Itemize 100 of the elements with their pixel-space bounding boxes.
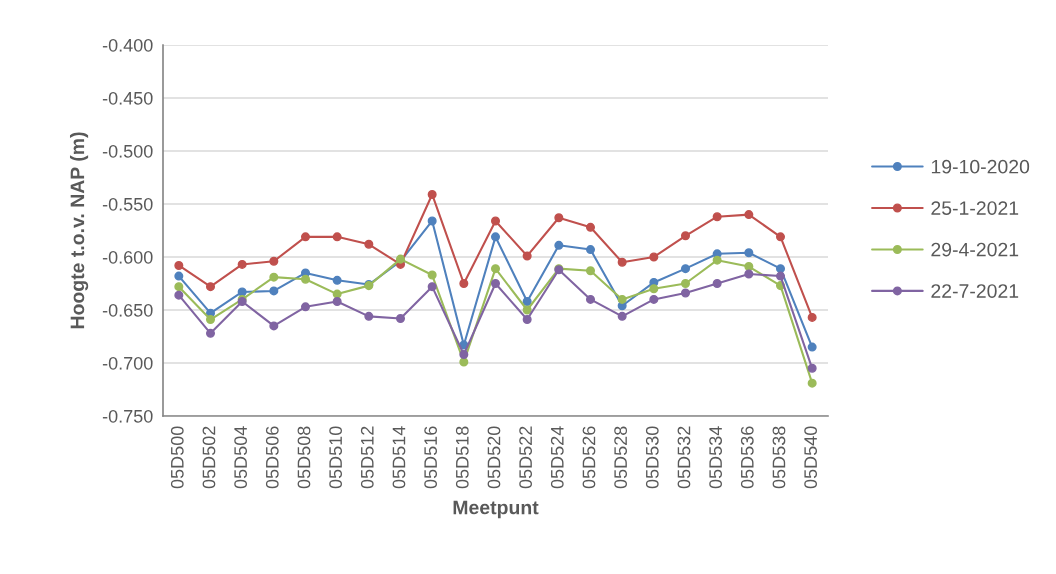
point (364, 311, 374, 321)
point (554, 213, 564, 223)
x-tick-label: 05D532 (677, 426, 691, 489)
point (649, 252, 659, 262)
point (269, 321, 279, 331)
point (459, 278, 469, 289)
point (522, 297, 532, 307)
point (174, 260, 184, 270)
x-tick-label: 05D516 (424, 426, 438, 489)
point (300, 302, 311, 312)
point (459, 357, 469, 367)
point (490, 264, 501, 274)
y-tick-label: -0.450 (102, 91, 153, 105)
point (490, 278, 501, 289)
x-tick-label: 05D540 (804, 426, 818, 489)
point (744, 262, 754, 272)
point (459, 350, 469, 360)
x-tick-label: 05D528 (614, 426, 628, 489)
point (490, 216, 501, 226)
point (300, 274, 311, 284)
point (807, 378, 817, 388)
point (680, 278, 691, 289)
x-tick-label: 05D502 (202, 426, 216, 489)
x-tick-label: 05D504 (234, 426, 248, 489)
point (395, 313, 406, 323)
point (332, 289, 342, 299)
x-tick-label: 05D534 (709, 426, 723, 489)
point (617, 311, 627, 321)
point (712, 212, 722, 222)
x-tick-label: 05D512 (360, 426, 374, 489)
point (807, 312, 817, 322)
legend-label: 22-7-2021 (931, 284, 1019, 298)
point (617, 294, 627, 304)
point (332, 275, 342, 285)
point (744, 210, 754, 220)
point (174, 282, 184, 292)
y-tick-label: -0.700 (102, 356, 153, 370)
point (205, 328, 216, 338)
point (205, 282, 216, 292)
point (744, 269, 754, 279)
point (649, 284, 659, 294)
y-tick-label: -0.500 (102, 144, 153, 158)
point (269, 272, 279, 282)
point (712, 255, 722, 265)
legend-label: 29-4-2021 (931, 242, 1019, 257)
x-tick-label: 05D530 (645, 426, 659, 489)
x-tick-label: 05D510 (329, 426, 343, 489)
point (300, 232, 311, 242)
point (269, 256, 279, 266)
y-tick-label: -0.750 (102, 409, 153, 423)
point (554, 240, 564, 250)
point (775, 232, 786, 242)
y-axis-title: Hoogte t.o.v. NAP (m) (69, 132, 89, 329)
x-tick-label: 05D536 (740, 426, 754, 489)
point (807, 342, 817, 352)
point (617, 257, 627, 267)
x-tick-label: 05D526 (582, 426, 596, 489)
point (205, 315, 216, 325)
x-tick-label: 05D524 (550, 426, 564, 489)
x-tick-label: 05D508 (297, 426, 311, 489)
point (427, 189, 437, 199)
x-tick-label: 05D520 (487, 426, 501, 489)
point (174, 290, 184, 300)
point (712, 278, 722, 289)
point (522, 251, 532, 261)
point (522, 305, 532, 315)
point (680, 264, 691, 274)
point (680, 288, 691, 298)
x-tick-label: 05D500 (170, 426, 184, 489)
point (744, 248, 754, 258)
point (427, 270, 437, 280)
point (775, 264, 786, 274)
point (680, 231, 691, 241)
point (364, 239, 374, 249)
point (332, 232, 342, 242)
point (585, 266, 596, 276)
legend-label: 25-1-2021 (931, 201, 1019, 215)
point (269, 286, 279, 296)
x-tick-label: 05D518 (455, 426, 469, 489)
point (490, 232, 501, 242)
point (585, 245, 596, 255)
y-tick-label: -0.600 (102, 250, 153, 264)
point (427, 216, 437, 226)
point (237, 259, 247, 269)
y-tick-label: -0.650 (102, 303, 153, 317)
point (427, 282, 437, 292)
point (585, 294, 596, 304)
x-tick-label: 05D522 (519, 426, 533, 489)
point (522, 315, 532, 325)
x-tick-label: 05D538 (772, 426, 786, 489)
point (775, 271, 786, 281)
y-tick-label: -0.550 (102, 197, 153, 211)
point (237, 287, 247, 297)
point (174, 271, 184, 281)
point (649, 294, 659, 304)
y-tick-label: -0.400 (102, 38, 153, 52)
x-axis-title: Meetpunt (453, 500, 539, 519)
x-tick-label: 05D514 (392, 426, 406, 489)
point (807, 363, 817, 373)
x-tick-label: 05D506 (265, 426, 279, 489)
